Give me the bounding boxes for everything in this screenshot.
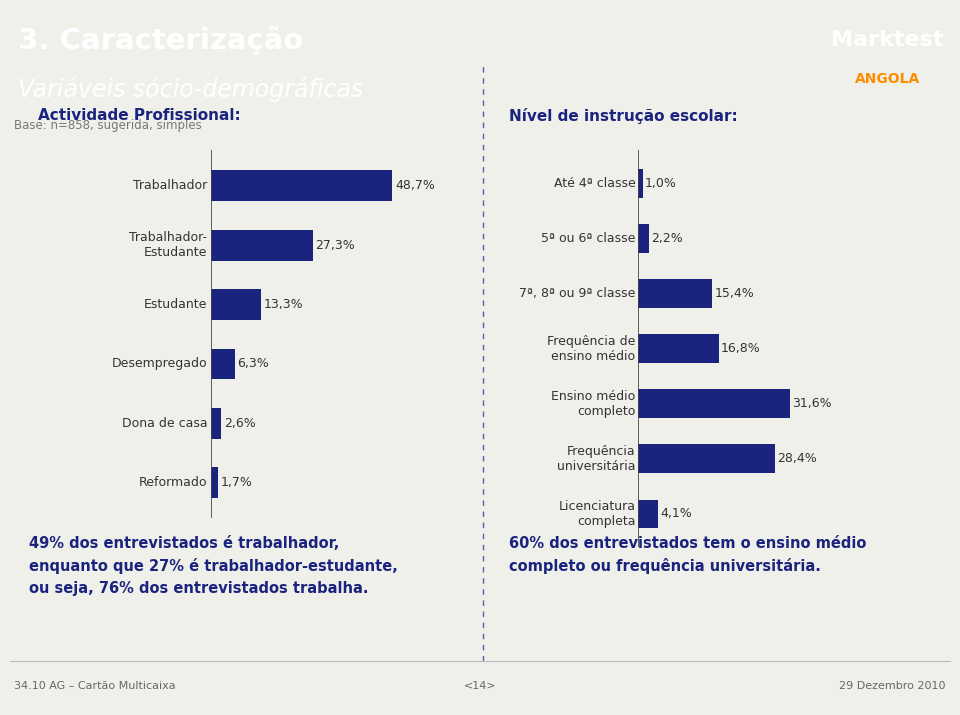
Text: 34.10 AG – Cartão Multicaixa: 34.10 AG – Cartão Multicaixa — [14, 681, 176, 691]
Text: Reformado: Reformado — [139, 476, 207, 489]
Text: Desempregado: Desempregado — [112, 358, 207, 370]
Text: 15,4%: 15,4% — [714, 287, 754, 300]
Text: Frequência de
ensino médio: Frequência de ensino médio — [547, 335, 636, 363]
Bar — [638, 445, 775, 473]
Bar — [211, 289, 260, 320]
Text: 2,2%: 2,2% — [651, 232, 683, 245]
Bar — [638, 390, 790, 418]
Text: Até 4ª classe: Até 4ª classe — [554, 177, 636, 189]
Text: Trabalhador: Trabalhador — [133, 179, 207, 192]
Bar — [211, 170, 393, 201]
Text: ANGOLA: ANGOLA — [854, 72, 920, 87]
Text: 13,3%: 13,3% — [264, 298, 303, 311]
Text: 16,8%: 16,8% — [721, 342, 760, 355]
Text: 28,4%: 28,4% — [777, 453, 816, 465]
Bar — [638, 224, 649, 252]
Text: <14>: <14> — [464, 681, 496, 691]
Text: Nível de instrução escolar:: Nível de instrução escolar: — [509, 108, 737, 124]
Text: Trabalhador-
Estudante: Trabalhador- Estudante — [130, 231, 207, 259]
Text: 5ª ou 6ª classe: 5ª ou 6ª classe — [541, 232, 636, 245]
Text: 31,6%: 31,6% — [792, 397, 831, 410]
Bar — [638, 500, 659, 528]
Text: 1,7%: 1,7% — [221, 476, 252, 489]
Bar — [638, 279, 712, 307]
Text: 7ª, 8ª ou 9ª classe: 7ª, 8ª ou 9ª classe — [519, 287, 636, 300]
Text: 4,1%: 4,1% — [660, 508, 692, 521]
Text: Ensino médio
completo: Ensino médio completo — [551, 390, 636, 418]
Text: Dona de casa: Dona de casa — [122, 417, 207, 430]
Text: 49% dos entrevistados é trabalhador,
enquanto que 27% é trabalhador-estudante,
o: 49% dos entrevistados é trabalhador, enq… — [29, 536, 397, 596]
Text: 48,7%: 48,7% — [396, 179, 435, 192]
Text: Base: n=858, sugerida, simples: Base: n=858, sugerida, simples — [14, 119, 203, 132]
Text: 3. Caracterização: 3. Caracterização — [17, 26, 303, 56]
Text: 60% dos entrevistados tem o ensino médio
completo ou frequência universitária.: 60% dos entrevistados tem o ensino médio… — [509, 536, 866, 574]
Text: 29 Dezembro 2010: 29 Dezembro 2010 — [839, 681, 946, 691]
Bar — [211, 348, 234, 380]
Text: Estudante: Estudante — [144, 298, 207, 311]
Text: 2,6%: 2,6% — [224, 417, 255, 430]
Text: Marktest: Marktest — [831, 30, 944, 50]
Text: Variáveis sócio-demográficas: Variáveis sócio-demográficas — [17, 77, 363, 102]
Text: 6,3%: 6,3% — [237, 358, 270, 370]
Text: Actividade Profissional:: Actividade Profissional: — [38, 109, 241, 123]
Text: Licenciatura
completa: Licenciatura completa — [559, 500, 636, 528]
Bar — [211, 230, 313, 260]
Text: Frequência
universitária: Frequência universitária — [557, 445, 636, 473]
Bar — [638, 334, 719, 363]
Bar — [211, 468, 218, 498]
Text: 1,0%: 1,0% — [645, 177, 677, 189]
Text: 27,3%: 27,3% — [316, 239, 355, 252]
Bar — [211, 408, 221, 439]
Bar — [638, 169, 643, 197]
